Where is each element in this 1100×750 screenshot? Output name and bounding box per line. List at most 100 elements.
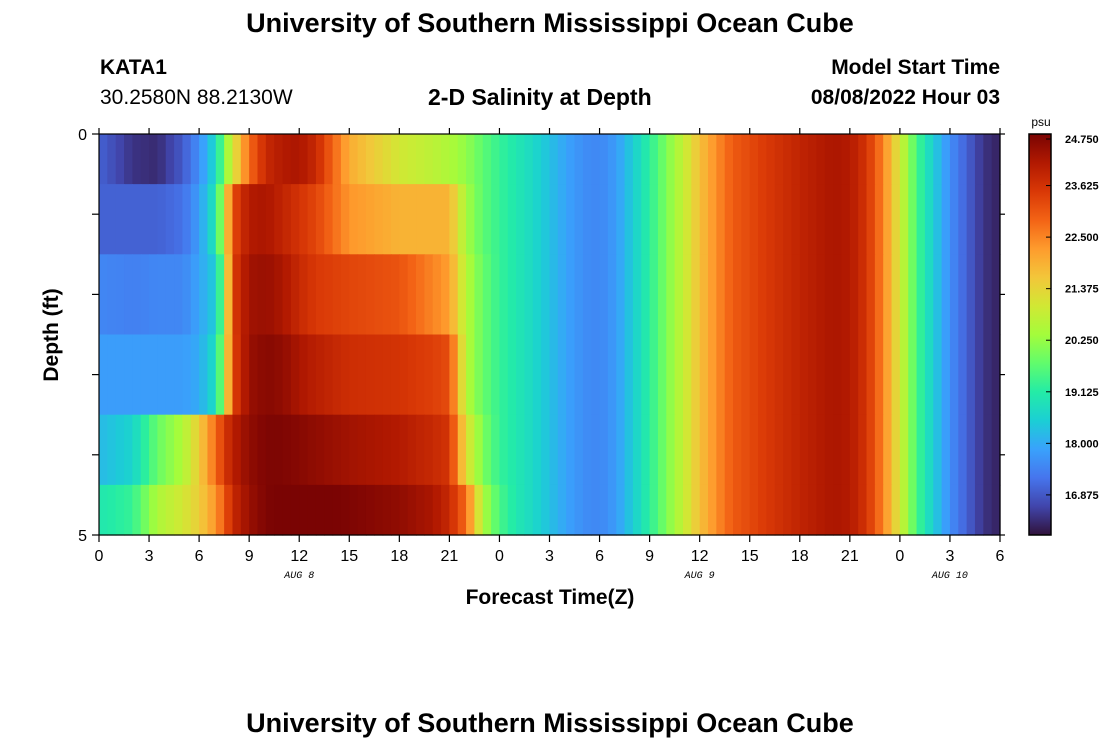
heatmap-cell xyxy=(340,414,350,486)
heatmap-cell xyxy=(466,184,476,255)
heatmap-cell xyxy=(257,484,267,536)
heatmap-cell xyxy=(866,414,876,486)
heatmap-cell xyxy=(616,414,626,486)
heatmap-cell xyxy=(708,414,717,486)
heatmap-cell xyxy=(115,254,125,336)
heatmap-cell xyxy=(824,334,834,416)
heatmap-cell xyxy=(307,484,317,536)
heatmap-cell xyxy=(682,484,692,536)
heatmap-cell xyxy=(399,184,409,255)
heatmap-cell xyxy=(340,334,350,416)
heatmap-cell xyxy=(849,134,859,185)
heatmap-cell xyxy=(799,414,809,486)
heatmap-cell xyxy=(357,334,367,416)
heatmap-cell xyxy=(132,484,142,536)
heatmap-cell xyxy=(124,414,133,486)
heatmap-cell xyxy=(507,484,517,536)
heatmap-cell xyxy=(641,334,651,416)
heatmap-cell xyxy=(265,414,275,486)
y-tick-label: 0 xyxy=(78,127,87,144)
heatmap-cell xyxy=(140,254,150,336)
heatmap-cell xyxy=(407,414,417,486)
heatmap-cell xyxy=(224,414,234,486)
heatmap-cell xyxy=(941,484,951,536)
heatmap-cell xyxy=(816,484,826,536)
heatmap-cell xyxy=(374,334,384,416)
heatmap-cell xyxy=(382,414,392,486)
heatmap-cell xyxy=(399,414,409,486)
heatmap-cell xyxy=(441,134,450,185)
heatmap-cell xyxy=(357,184,367,255)
heatmap-cell xyxy=(165,334,175,416)
heatmap-cell xyxy=(190,134,200,185)
heatmap-cell xyxy=(107,334,117,416)
heatmap-cell xyxy=(357,134,367,185)
heatmap-cell xyxy=(858,484,868,536)
heatmap-cell xyxy=(849,414,859,486)
heatmap-cell xyxy=(249,134,259,185)
heatmap-cell xyxy=(349,334,359,416)
x-tick-label: 9 xyxy=(645,548,654,565)
heatmap-cell xyxy=(699,184,709,255)
heatmap-cell xyxy=(190,484,200,536)
heatmap-cell xyxy=(282,414,292,486)
heatmap-cell xyxy=(290,334,300,416)
heatmap-cell xyxy=(741,134,751,185)
heatmap-cell xyxy=(933,134,943,185)
heatmap-cell xyxy=(666,484,676,536)
heatmap-cells xyxy=(99,134,1001,536)
heatmap-cell xyxy=(791,334,801,416)
x-axis-label: Forecast Time(Z) xyxy=(466,586,635,609)
heatmap-cell xyxy=(791,414,801,486)
heatmap-cell xyxy=(724,414,734,486)
heatmap-cell xyxy=(524,334,534,416)
x-tick-label: 15 xyxy=(340,548,358,565)
heatmap-cell xyxy=(699,334,709,416)
heatmap-cell xyxy=(716,484,726,536)
heatmap-cell xyxy=(991,254,1001,336)
heatmap-cell xyxy=(674,254,684,336)
heatmap-cell xyxy=(682,334,692,416)
heatmap-cell xyxy=(766,134,776,185)
heatmap-cell xyxy=(174,414,184,486)
heatmap-cell xyxy=(841,484,851,536)
heatmap-cell xyxy=(399,134,409,185)
station-coordinates: 30.2580N 88.2130W xyxy=(100,86,293,109)
heatmap-cell xyxy=(149,484,158,536)
heatmap-cell xyxy=(249,184,259,255)
station-name: KATA1 xyxy=(100,56,167,79)
heatmap-cell xyxy=(149,184,158,255)
heatmap-cell xyxy=(883,414,893,486)
x-axis: 0 3 6 9 12 15 18 21 0 3 6 9 12 15 18 21 0 3 6 AUG 8 AUG 9 AUG… xyxy=(95,128,1005,582)
heatmap-cell xyxy=(124,184,133,255)
colorbar-tick-label: 23.625 xyxy=(1065,181,1099,193)
heatmap-cell xyxy=(566,184,576,255)
heatmap-cell xyxy=(682,254,692,336)
heatmap-cell xyxy=(949,334,959,416)
heatmap-cell xyxy=(941,414,951,486)
heatmap-cell xyxy=(808,484,818,536)
heatmap-cell xyxy=(407,254,417,336)
heatmap-cell xyxy=(833,414,843,486)
heatmap-cell xyxy=(224,484,234,536)
heatmap-cell xyxy=(566,254,576,336)
heatmap-cell xyxy=(649,414,659,486)
heatmap-cell xyxy=(733,134,742,185)
heatmap-cell xyxy=(407,134,417,185)
heatmap-cell xyxy=(224,134,234,185)
heatmap-cell xyxy=(649,484,659,536)
heatmap-cell xyxy=(733,484,742,536)
heatmap-cell xyxy=(207,414,217,486)
heatmap-cell xyxy=(324,414,334,486)
heatmap-cell xyxy=(991,334,1001,416)
heatmap-cell xyxy=(632,184,642,255)
heatmap-cell xyxy=(240,484,250,536)
heatmap-cell xyxy=(557,414,567,486)
heatmap-cell xyxy=(974,484,984,536)
heatmap-cell xyxy=(491,334,501,416)
heatmap-cell xyxy=(866,184,876,255)
heatmap-cell xyxy=(774,254,784,336)
heatmap-cell xyxy=(591,254,601,336)
heatmap-cell xyxy=(299,334,309,416)
